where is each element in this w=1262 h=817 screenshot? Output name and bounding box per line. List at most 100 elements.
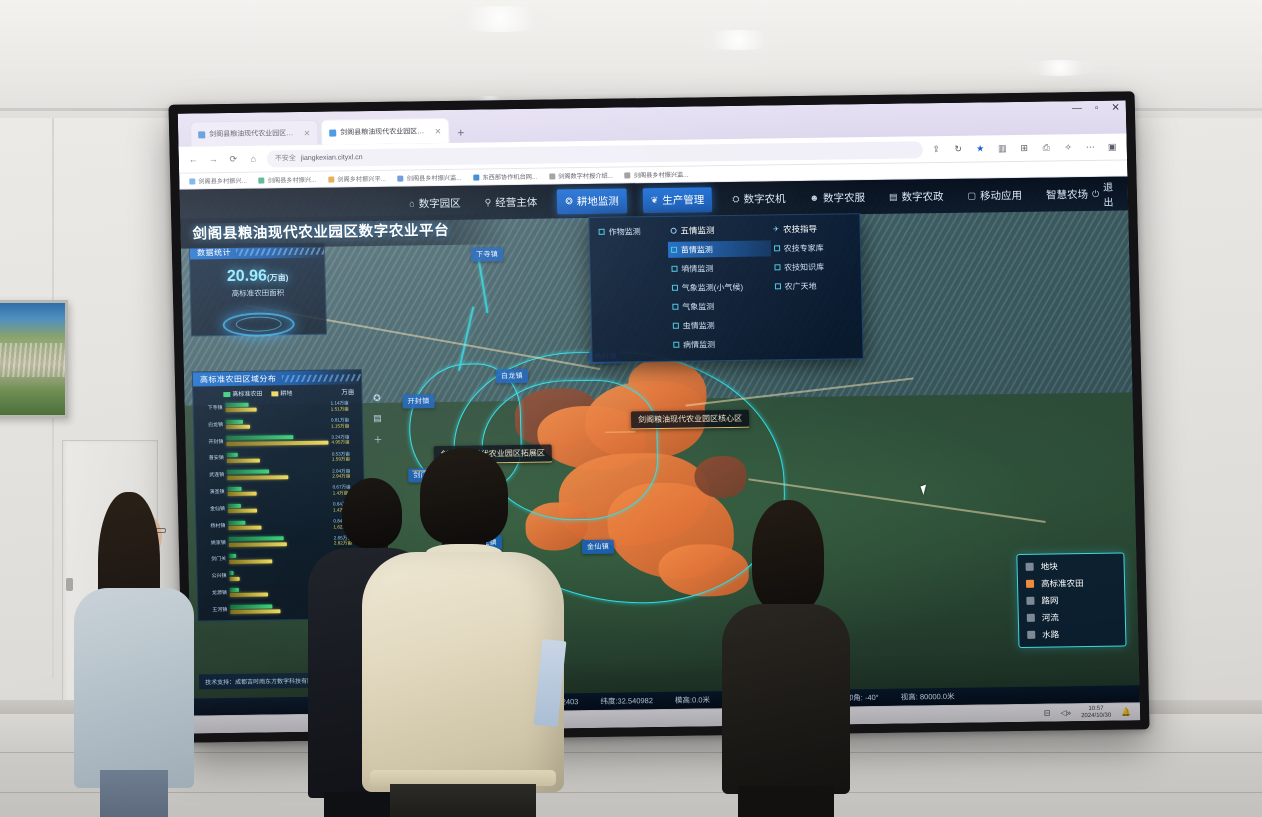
bookmark-favicon <box>549 172 556 180</box>
person-viewer-left <box>68 492 196 817</box>
copilot-icon[interactable]: ✧ <box>1064 141 1073 152</box>
exit-button[interactable]: ⏻ 退出 <box>1092 179 1117 209</box>
legend-row-high-standard-farmland[interactable]: 高标准农田 <box>1025 577 1116 590</box>
menu-head-agri-guidance[interactable]: ✈ 农技指导 <box>770 220 854 237</box>
nav-item-farmland-monitoring[interactable]: ❂ 耕地监测 <box>556 187 628 214</box>
chart-category-label: 下寺镇 <box>207 405 223 412</box>
split-screen-icon[interactable]: ▥ <box>997 142 1007 153</box>
nav-item-digital-service[interactable]: ☻ 数字农服 <box>805 186 869 210</box>
map-label-core-zone[interactable]: 剑阁粮油现代农业园区核心区 <box>630 409 750 430</box>
checkbox-icon[interactable] <box>673 341 680 348</box>
close-icon[interactable]: ✕ <box>303 128 311 138</box>
maximize-button[interactable]: ▫ <box>1094 102 1099 114</box>
nav-item-smart-farm[interactable]: 智慧农场 <box>1042 182 1093 206</box>
bookmark-item[interactable]: 剑阁县乡村振兴... <box>258 175 316 185</box>
new-tab-button[interactable]: + <box>457 125 465 140</box>
nav-item-production-management[interactable]: ❦ 生产管理 <box>642 186 713 213</box>
checkbox-icon[interactable] <box>672 303 679 310</box>
menu-item-knowledge-base[interactable]: 农技知识库 <box>771 258 855 275</box>
bookmark-favicon <box>189 177 196 185</box>
checkbox-icon[interactable] <box>671 284 678 291</box>
checkbox-icon[interactable] <box>774 283 781 290</box>
door-handle[interactable] <box>66 578 73 591</box>
screenshot-icon[interactable]: ⎙ <box>1042 142 1050 153</box>
close-icon[interactable]: ✕ <box>434 126 442 136</box>
building-icon: ⌂ <box>409 198 415 209</box>
layers-icon[interactable]: ▤ <box>373 412 382 423</box>
map-label-town[interactable]: 下寺镇 <box>470 247 504 262</box>
bookmark-item[interactable]: 剑阁县乡村振兴监... <box>397 173 462 183</box>
checkbox-icon[interactable] <box>672 322 679 329</box>
compass-icon[interactable]: ✪ <box>373 392 381 403</box>
display-icon[interactable]: ⊟ <box>1043 708 1051 718</box>
legend-row-waterway[interactable]: 水路 <box>1027 628 1117 641</box>
nav-item-business-entity[interactable]: ⚲ 经营主体 <box>480 190 541 214</box>
menu-item-microclimate-monitoring[interactable]: 气象监测(小气候) <box>669 278 772 295</box>
bookmark-item[interactable]: 剑阁乡村振兴平... <box>328 174 386 184</box>
checkbox-icon[interactable] <box>671 265 678 272</box>
zoom-in-icon[interactable]: ＋ <box>373 434 383 445</box>
checkbox-icon[interactable] <box>773 245 780 252</box>
refresh-icon[interactable]: ⟳ <box>229 153 238 164</box>
taskbar-clock[interactable]: 10:57 2024/10/30 <box>1081 705 1111 719</box>
menu-head-five-conditions[interactable]: 五情监测 <box>667 221 770 238</box>
back-icon[interactable]: ← <box>188 154 198 165</box>
bookmark-item[interactable]: 剑阁数字村报介绍... <box>549 171 613 181</box>
notification-bell-icon[interactable]: 🔔 <box>1121 707 1132 717</box>
menu-item-weather-monitoring[interactable]: 气象监测 <box>669 297 772 314</box>
legend-row-parcel[interactable]: 地块 <box>1025 560 1115 573</box>
legend-row-river[interactable]: 河流 <box>1026 611 1117 624</box>
map-label-town[interactable]: 白龙镇 <box>495 368 529 384</box>
forward-icon[interactable]: → <box>208 154 218 165</box>
production-management-dropdown: 作物监测 五情监测 苗情监测 墒情监测 气象监测(小气候) 气象监测 虫情监测 … <box>588 213 864 363</box>
bookmark-item[interactable]: 东西部协作机台网... <box>473 172 537 182</box>
bookmark-item[interactable]: 剑阁县乡村振兴... <box>189 176 247 186</box>
share-icon[interactable]: ⇪ <box>932 143 941 154</box>
person-viewer-right <box>716 500 856 817</box>
chart-category-label: 开封镇 <box>208 438 224 445</box>
legend-label: 高标准农田 <box>1040 578 1084 589</box>
favorite-star-icon[interactable]: ★ <box>976 142 985 154</box>
menu-item-agri-broadcast[interactable]: 农广天地 <box>771 277 855 294</box>
menu-item-soil-moisture-monitoring[interactable]: 墒情监测 <box>668 259 771 276</box>
more-options-icon[interactable]: ⋯ <box>1085 141 1095 152</box>
map-label-town[interactable]: 金仙镇 <box>581 539 615 555</box>
close-window-button[interactable]: ✕ <box>1111 102 1120 114</box>
hair <box>752 500 824 612</box>
map-label-town[interactable]: 开封镇 <box>402 394 435 409</box>
browser-tab-active[interactable]: 剑阁县粮油现代农业园区数字农业平台 ✕ <box>320 117 450 145</box>
nav-item-mobile-app[interactable]: ▢ 移动应用 <box>963 183 1026 207</box>
browser-tab[interactable]: 剑阁县粮油现代农业园区数字农... ✕ <box>189 119 319 147</box>
checkbox-icon[interactable] <box>774 264 781 271</box>
radio-icon[interactable] <box>670 227 677 234</box>
checkbox-icon[interactable] <box>598 228 605 235</box>
home-icon[interactable]: ⌂ <box>250 153 257 164</box>
menu-item-pest-monitoring[interactable]: 虫情监测 <box>669 316 772 333</box>
torso <box>722 604 850 794</box>
minimize-button[interactable]: — <box>1071 103 1083 115</box>
legs <box>738 786 834 817</box>
nav-item-digital-park[interactable]: ⌂ 数字园区 <box>405 191 465 215</box>
chart-row: 白龙镇 0.81万亩 1.15万亩 <box>196 415 358 432</box>
menu-item-expert-database[interactable]: 农技专家库 <box>770 239 854 256</box>
bookmark-item[interactable]: 剑阁县乡村振兴监... <box>624 170 689 180</box>
legend-row-road-network[interactable]: 路网 <box>1026 594 1116 607</box>
collections-icon[interactable]: ⊞ <box>1020 142 1029 153</box>
network-icon[interactable]: ◁» <box>1060 708 1072 718</box>
checkbox-icon[interactable] <box>670 246 677 253</box>
profile-icon[interactable]: ▣ <box>1107 141 1117 152</box>
chart-category-label: 演圣镇 <box>209 489 225 496</box>
menu-item-disease-monitoring[interactable]: 病情监测 <box>670 335 773 352</box>
nav-item-digital-governance[interactable]: ▤ 数字农政 <box>885 184 948 208</box>
menu-item-label: 农技知识库 <box>783 262 825 272</box>
nav-item-digital-machinery[interactable]: ⛭ 数字农机 <box>728 187 790 211</box>
menu-item-seedling-monitoring[interactable]: 苗情监测 <box>667 240 771 258</box>
menu-item-crop-monitoring[interactable]: 作物监测 <box>595 223 667 240</box>
menu-item-label: 墒情监测 <box>681 263 714 274</box>
chart-value-labels: 0.81万亩 1.15万亩 <box>328 417 358 428</box>
address-bar[interactable]: 不安全 jiangkexian.cityxl.cn <box>266 140 923 167</box>
bar-high-standard <box>226 435 294 441</box>
legend-label: 耕地 <box>280 391 293 398</box>
chart-category-label: 龙源镇 <box>211 590 228 597</box>
read-aloud-icon[interactable]: ↻ <box>954 143 963 154</box>
